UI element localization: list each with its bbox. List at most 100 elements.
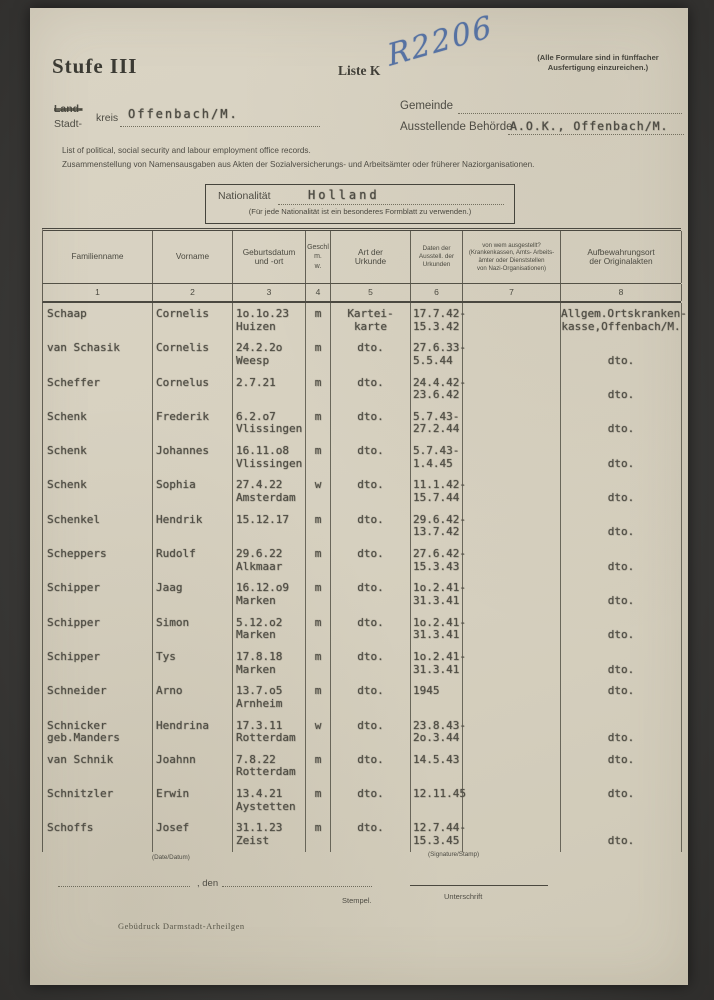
col-number: 7	[463, 284, 561, 301]
col-number: 4	[306, 284, 331, 301]
cell-familienname: Scheppers	[43, 543, 153, 578]
cell-familienname: van Schnik	[43, 748, 153, 784]
cell-art-der-urkunde: dto.	[331, 405, 411, 441]
handwritten-reference-number: R2206	[385, 9, 496, 74]
cell-vorname: Arno	[153, 680, 233, 715]
cell-familienname: Schnitzler	[43, 783, 153, 818]
cell-geburtsdatum-ort: 6.2.o7 Vlissingen	[233, 405, 306, 441]
cell-art-der-urkunde: dto.	[331, 440, 411, 475]
cell-geburtsdatum-ort: 1o.1o.23 Huizen	[233, 303, 306, 338]
cell-aufbewahrungsort: dto.	[561, 783, 682, 818]
cell-familienname: van Schasik	[43, 337, 153, 372]
nationality-value: Holland	[308, 188, 380, 202]
cell-ausgestellt	[463, 405, 561, 441]
cell-aufbewahrungsort: dto.	[561, 543, 682, 578]
cell-art-der-urkunde: dto.	[331, 645, 411, 681]
cell-geschlecht: w	[306, 714, 331, 749]
cell-ausgestellt	[463, 714, 561, 749]
cell-geburtsdatum-ort: 5.12.o2 Marken	[233, 611, 306, 646]
nationality-note: (Für jede Nationalität ist ein besondere…	[248, 207, 472, 216]
cell-geschlecht: m	[306, 543, 331, 578]
cell-ausgestellt	[463, 611, 561, 646]
cell-geschlecht: m	[306, 611, 331, 646]
cell-geschlecht: m	[306, 680, 331, 715]
signature-line	[410, 885, 548, 886]
cell-ausgestellt	[463, 508, 561, 544]
cell-daten: 17.7.42- 15.3.42	[411, 303, 466, 338]
cell-familienname: Schneider	[43, 680, 153, 715]
cell-vorname: Cornelis	[153, 303, 233, 338]
cell-vorname: Jaag	[153, 577, 233, 612]
col-header-aufbewahrungsort: Aufbewahrungsort der Originalakten	[561, 231, 682, 283]
cell-vorname: Hendrik	[153, 508, 233, 544]
land-label-struck: Land-	[54, 103, 83, 115]
nationality-box: Nationalität Holland (Für jede Nationali…	[205, 184, 515, 224]
kreis-fill-line	[120, 126, 320, 127]
cell-familienname: Schoffs	[43, 817, 153, 852]
cell-daten: 1o.2.41- 31.3.41	[411, 645, 466, 681]
cell-vorname: Rudolf	[153, 543, 233, 578]
cell-daten: 27.6.42- 15.3.43	[411, 543, 466, 578]
cell-daten: 12.7.44- 15.3.45	[411, 817, 466, 852]
cell-aufbewahrungsort: dto.	[561, 440, 682, 475]
cell-geburtsdatum-ort: 17.8.18 Marken	[233, 645, 306, 681]
cell-ausgestellt	[463, 577, 561, 612]
cell-aufbewahrungsort: dto.	[561, 748, 682, 784]
cell-geschlecht: m	[306, 577, 331, 612]
cell-aufbewahrungsort: dto.	[561, 645, 682, 681]
issuing-authority-label: Ausstellende Behörde	[400, 121, 513, 133]
cell-geschlecht: m	[306, 817, 331, 852]
stadt-label: Stadt-	[54, 118, 83, 130]
cell-geburtsdatum-ort: 16.12.o9 Marken	[233, 577, 306, 612]
cell-geschlecht: m	[306, 645, 331, 681]
cell-familienname: Schipper	[43, 577, 153, 612]
cell-vorname: Frederik	[153, 405, 233, 441]
cell-geburtsdatum-ort: 17.3.11 Rotterdam	[233, 714, 306, 749]
cell-aufbewahrungsort: dto.	[561, 508, 682, 544]
cell-aufbewahrungsort: dto.	[561, 337, 682, 372]
cell-ausgestellt	[463, 748, 561, 784]
cell-daten: 14.5.43	[411, 748, 463, 784]
cell-aufbewahrungsort: dto.	[561, 405, 682, 441]
cell-ausgestellt	[463, 440, 561, 475]
cell-aufbewahrungsort: dto.	[561, 474, 682, 509]
col-header-vorname: Vorname	[153, 231, 233, 283]
cell-art-der-urkunde: dto.	[331, 337, 411, 372]
cell-daten: 23.8.43- 2o.3.44	[411, 714, 466, 749]
col-number: 6	[411, 284, 463, 301]
nationality-fill-line	[278, 204, 504, 205]
table-header-row: Familienname Vorname Geburtsdatum und -o…	[42, 228, 682, 284]
cell-art-der-urkunde: dto.	[331, 371, 411, 406]
cell-daten: 1945	[411, 680, 463, 715]
cell-geschlecht: m	[306, 748, 331, 784]
cell-geburtsdatum-ort: 13.7.o5 Arnheim	[233, 680, 306, 715]
cell-geburtsdatum-ort: 13.4.21 Aystetten	[233, 783, 306, 818]
col-number: 5	[331, 284, 411, 301]
cell-familienname: Schipper	[43, 645, 153, 681]
cell-geschlecht: m	[306, 337, 331, 372]
col-number: 3	[233, 284, 306, 301]
cell-geburtsdatum-ort: 7.8.22 Rotterdam	[233, 748, 306, 784]
cell-vorname: Cornelus	[153, 371, 233, 406]
cell-art-der-urkunde: Kartei- karte	[331, 303, 411, 338]
issuing-authority-value: A.O.K., Offenbach/M.	[510, 119, 669, 133]
cell-familienname: Scheffer	[43, 371, 153, 406]
cell-geschlecht: m	[306, 371, 331, 406]
printer-imprint: Gebüdruck Darmstadt-Arheilgen	[118, 921, 245, 931]
cell-geschlecht: m	[306, 783, 331, 818]
cell-art-der-urkunde: dto.	[331, 680, 411, 715]
cell-art-der-urkunde: dto.	[331, 714, 411, 749]
cell-vorname: Johannes	[153, 440, 233, 475]
col-header-geburtsdatum: Geburtsdatum und -ort	[233, 231, 306, 283]
cell-daten: 27.6.33- 5.5.44	[411, 337, 466, 372]
cell-ausgestellt	[463, 645, 561, 681]
cell-daten: 5.7.43- 27.2.44	[411, 405, 463, 441]
col-number: 1	[43, 284, 153, 301]
cell-geburtsdatum-ort: 29.6.22 Alkmaar	[233, 543, 306, 578]
cell-geschlecht: w	[306, 474, 331, 509]
cell-art-der-urkunde: dto.	[331, 508, 411, 544]
records-table: Familienname Vorname Geburtsdatum und -o…	[42, 228, 687, 852]
cell-geburtsdatum-ort: 15.12.17	[233, 508, 306, 544]
date-datum-label: (Date/Datum)	[152, 854, 190, 861]
den-label: , den	[197, 878, 219, 889]
